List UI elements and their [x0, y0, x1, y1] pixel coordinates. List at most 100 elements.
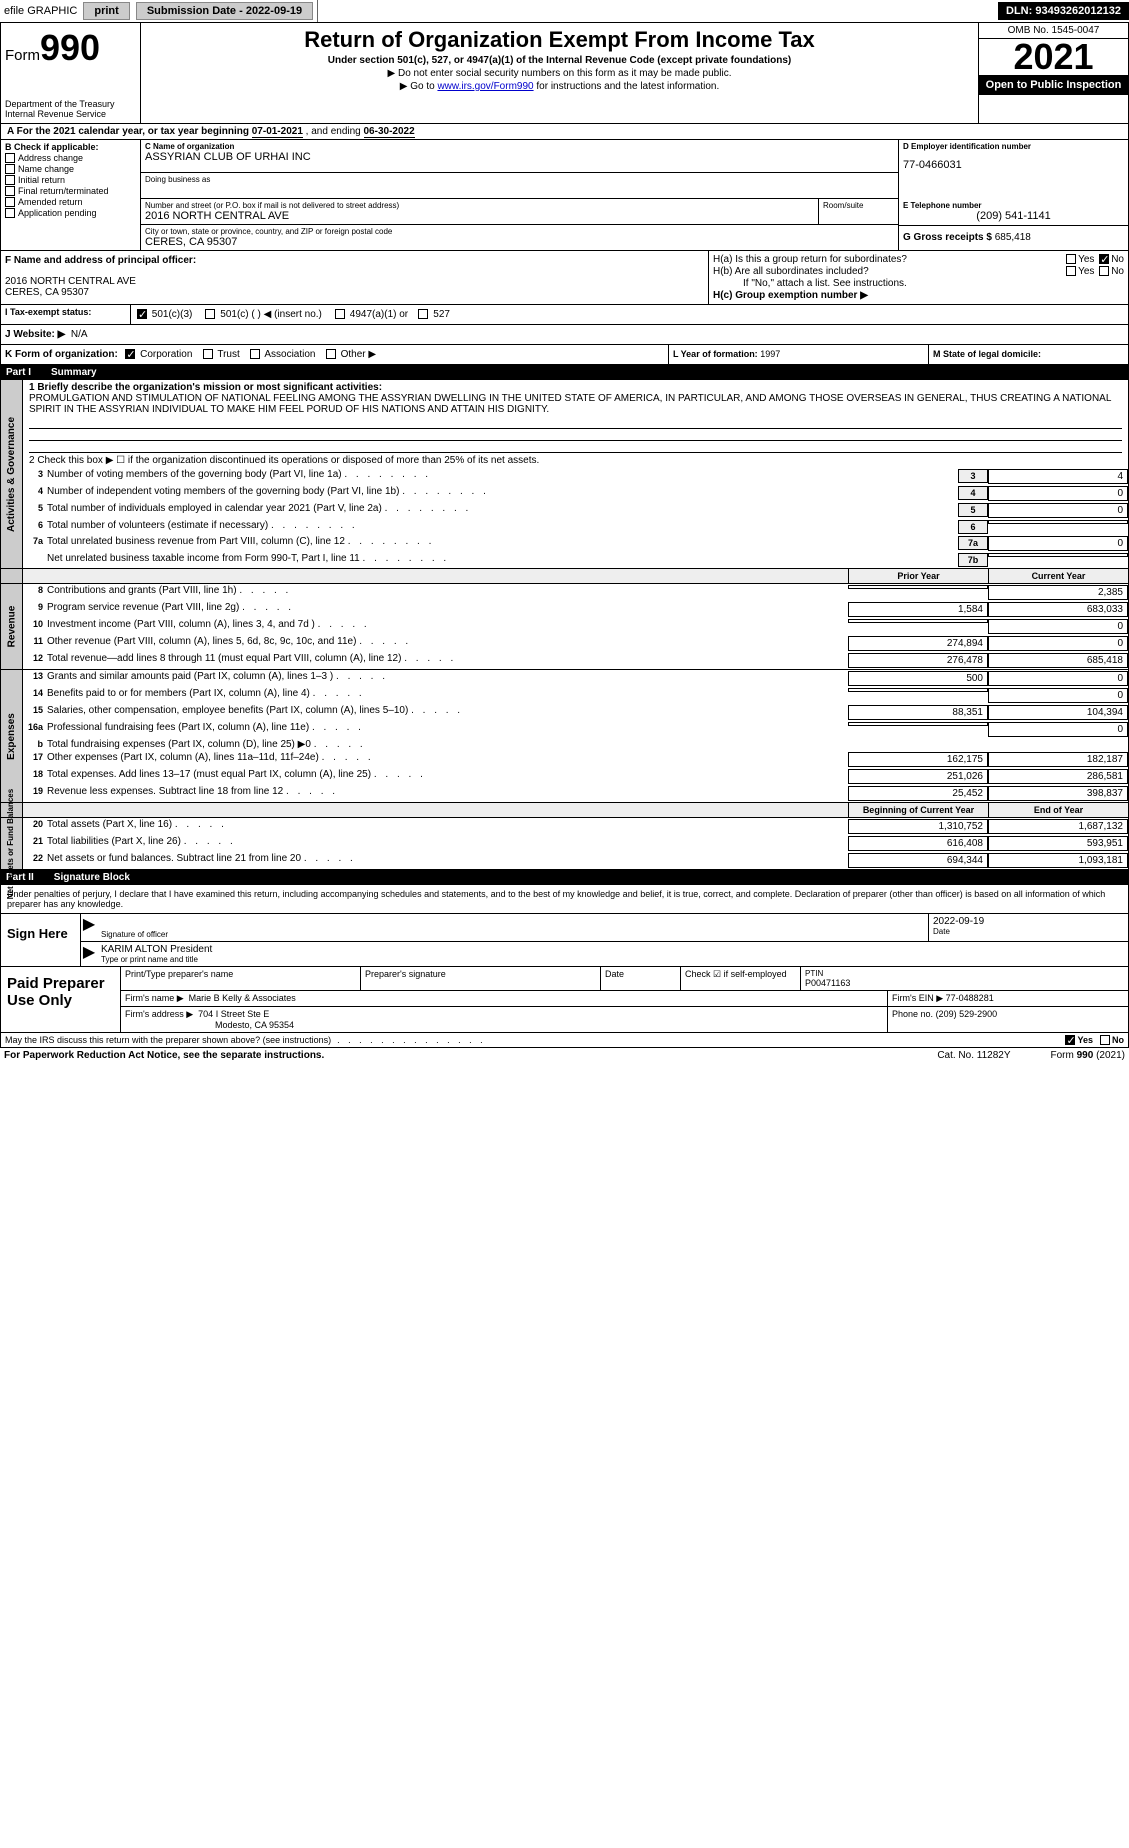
prior-value: 88,351 — [848, 705, 988, 720]
prep-date-hdr: Date — [601, 967, 681, 990]
checkbox-checked-icon[interactable] — [1065, 1035, 1075, 1045]
line-box: 5 — [958, 503, 988, 517]
firm-ein-cell: Firm's EIN ▶ 77-0488281 — [888, 991, 1128, 1006]
box-l: L Year of formation: 1997 — [668, 345, 928, 364]
table-row: 6Total number of volunteers (estimate if… — [23, 519, 1128, 535]
ptin-cell: PTIN P00471163 — [801, 967, 1128, 990]
checkbox-icon[interactable] — [1066, 266, 1076, 276]
line-num: 8 — [23, 585, 47, 595]
current-value: 398,837 — [988, 786, 1128, 801]
officer-label: F Name and address of principal officer: — [5, 255, 704, 266]
preparer-label: Paid Preparer Use Only — [1, 967, 121, 1032]
block-bcde: B Check if applicable: Address change Na… — [0, 140, 1129, 251]
chk-final-return[interactable]: Final return/terminated — [5, 186, 136, 196]
print-button[interactable]: print — [83, 2, 129, 20]
checkbox-icon[interactable] — [203, 349, 213, 359]
checkbox-icon[interactable] — [418, 309, 428, 319]
efile-label: efile GRAPHIC — [4, 5, 77, 17]
checkbox-icon[interactable] — [326, 349, 336, 359]
current-value: 104,394 — [988, 705, 1128, 720]
line-num: 4 — [23, 486, 47, 496]
line-num: 17 — [23, 752, 47, 762]
table-row: 10Investment income (Part VIII, column (… — [23, 618, 1128, 635]
table-row: 13Grants and similar amounts paid (Part … — [23, 670, 1128, 687]
prior-value: 25,452 — [848, 786, 988, 801]
gross-receipts-value: 685,418 — [995, 232, 1031, 243]
tax-status-opts: 501(c)(3) 501(c) ( ) ◀ (insert no.) 4947… — [131, 305, 1128, 324]
current-value: 683,033 — [988, 602, 1128, 617]
hc-label: H(c) Group exemption number ▶ — [713, 290, 868, 301]
net-section: Net Assets or Fund Balances 20Total asse… — [1, 818, 1128, 869]
firm-phone-cell: Phone no. (209) 529-2900 — [888, 1007, 1128, 1032]
line-text: Grants and similar amounts paid (Part IX… — [47, 671, 848, 682]
end-year-hdr: End of Year — [988, 803, 1128, 817]
checkbox-icon[interactable] — [1099, 266, 1109, 276]
part2-header: Part II Signature Block — [0, 870, 1129, 885]
phone-value: (209) 541-1141 — [903, 210, 1124, 222]
current-value: 0 — [988, 722, 1128, 737]
table-row: 11Other revenue (Part VIII, column (A), … — [23, 635, 1128, 652]
line-num: 10 — [23, 619, 47, 629]
chk-amended-return[interactable]: Amended return — [5, 197, 136, 207]
submission-date-button[interactable]: Submission Date - 2022-09-19 — [136, 2, 313, 20]
chk-application-pending[interactable]: Application pending — [5, 208, 136, 218]
officer-addr2: CERES, CA 95307 — [5, 287, 704, 298]
checkbox-icon[interactable] — [1100, 1035, 1110, 1045]
dept-label: Department of the Treasury Internal Reve… — [5, 99, 136, 119]
form-number: 990 — [40, 27, 100, 68]
checkbox-checked-icon[interactable] — [1099, 254, 1109, 264]
open-to-public: Open to Public Inspection — [979, 75, 1128, 95]
row-i: I Tax-exempt status: 501(c)(3) 501(c) ( … — [0, 305, 1129, 325]
prior-value: 500 — [848, 671, 988, 686]
checkbox-icon[interactable] — [205, 309, 215, 319]
checkbox-icon[interactable] — [335, 309, 345, 319]
sig-field[interactable]: Signature of officer — [97, 914, 928, 941]
header-middle: Return of Organization Exempt From Incom… — [141, 23, 978, 123]
chk-initial-return[interactable]: Initial return — [5, 175, 136, 185]
table-row: 12Total revenue—add lines 8 through 11 (… — [23, 652, 1128, 669]
sign-here-label: Sign Here — [1, 914, 81, 966]
row-a-mid: , and ending — [306, 126, 364, 137]
prior-value — [848, 619, 988, 623]
hb-yn: Yes No — [1064, 266, 1124, 277]
checkbox-icon — [5, 153, 15, 163]
table-row: 7aTotal unrelated business revenue from … — [23, 535, 1128, 552]
line-text: Total revenue—add lines 8 through 11 (mu… — [47, 653, 848, 664]
irs-link[interactable]: www.irs.gov/Form990 — [437, 81, 533, 92]
line-num: 18 — [23, 769, 47, 779]
checkbox-icon — [5, 197, 15, 207]
line-num: 6 — [23, 520, 47, 530]
line-text: Total number of volunteers (estimate if … — [47, 520, 958, 531]
block-fh: F Name and address of principal officer:… — [0, 251, 1129, 305]
chk-address-change[interactable]: Address change — [5, 153, 136, 163]
tax-year-begin: 07-01-2021 — [252, 126, 303, 138]
tax-status-label: I Tax-exempt status: — [1, 305, 131, 324]
line-text: Other revenue (Part VIII, column (A), li… — [47, 636, 848, 647]
checkbox-checked-icon[interactable] — [125, 349, 135, 359]
line-value: 0 — [988, 503, 1128, 518]
website-value: N/A — [71, 329, 88, 340]
revenue-section: Revenue 8Contributions and grants (Part … — [1, 584, 1128, 669]
line-1: 1 Briefly describe the organization's mi… — [23, 380, 1128, 417]
checkbox-icon — [5, 175, 15, 185]
line-text: Investment income (Part VIII, column (A)… — [47, 619, 848, 630]
dba-label: Doing business as — [145, 175, 894, 184]
line-text: Total expenses. Add lines 13–17 (must eq… — [47, 769, 848, 780]
line-text: Number of independent voting members of … — [47, 486, 958, 497]
checkbox-icon — [5, 164, 15, 174]
table-row: 18Total expenses. Add lines 13–17 (must … — [23, 768, 1128, 785]
checkbox-icon[interactable] — [1066, 254, 1076, 264]
checkbox-icon[interactable] — [250, 349, 260, 359]
line-num: 21 — [23, 836, 47, 846]
checkbox-checked-icon[interactable] — [137, 309, 147, 319]
table-row: 9Program service revenue (Part VIII, lin… — [23, 601, 1128, 618]
city-label: City or town, state or province, country… — [145, 227, 894, 236]
chk-name-change[interactable]: Name change — [5, 164, 136, 174]
current-value: 0 — [988, 636, 1128, 651]
org-name-cell: C Name of organization ASSYRIAN CLUB OF … — [141, 140, 898, 173]
gross-receipts-label: G Gross receipts $ — [903, 232, 992, 243]
row-klm: K Form of organization: Corporation Trus… — [0, 345, 1129, 365]
table-row: bTotal fundraising expenses (Part IX, co… — [23, 738, 1128, 751]
current-value: 685,418 — [988, 653, 1128, 668]
table-row: 20Total assets (Part X, line 16) . . . .… — [23, 818, 1128, 835]
